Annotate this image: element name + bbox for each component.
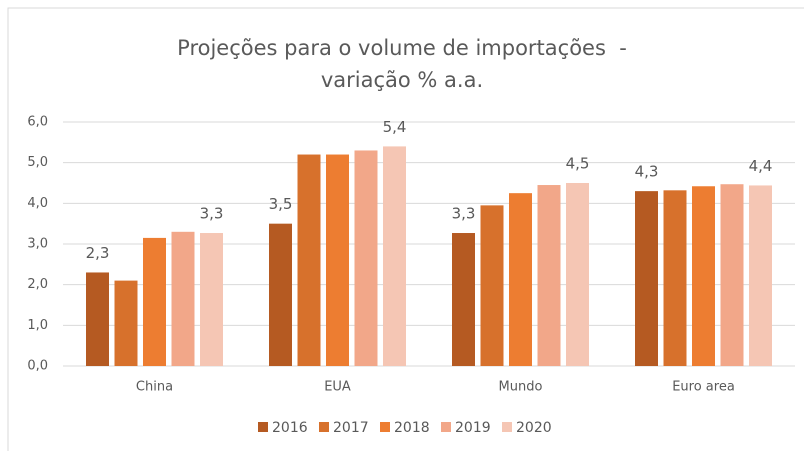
data-label: 4,5 [566,155,590,173]
legend-swatch [319,422,329,432]
legend-swatch [380,422,390,432]
chart-title: Projeções para o volume de importações -… [177,36,634,92]
bar [86,272,109,366]
data-label: 5,4 [383,118,407,136]
data-label: 4,4 [749,157,773,175]
data-label: 3,3 [452,205,476,223]
y-tick-label: 6,0 [27,115,48,130]
data-label: 3,5 [269,195,293,213]
legend-label: 2017 [333,420,369,436]
legend-label: 2019 [455,420,491,436]
y-tick-label: 4,0 [27,196,48,211]
bar [452,233,475,366]
bar [171,231,195,366]
chart-border [7,7,804,451]
bar [297,154,321,366]
x-tick-label: Mundo [499,380,543,395]
legend-label: 2018 [394,420,430,436]
data-label: 4,3 [635,163,659,181]
x-tick-label: China [136,380,173,395]
legend-label: 2020 [516,420,552,436]
bar [537,185,561,366]
y-tick-label: 5,0 [27,155,48,170]
legend-swatch [441,422,451,432]
x-tick-label: EUA [324,380,351,395]
bar [480,205,504,366]
data-label: 3,3 [200,205,224,223]
y-tick-label: 0,0 [27,359,48,374]
bar [200,233,223,366]
y-tick-label: 2,0 [27,277,48,292]
x-tick-label: Euro area [672,380,735,395]
bar [383,146,406,366]
bar [354,150,378,366]
y-tick-label: 3,0 [27,237,48,252]
y-tick-label: 1,0 [27,318,48,333]
legend-swatch [258,422,268,432]
legend-label: 2016 [272,420,308,436]
bar [566,183,589,366]
bar [114,280,138,366]
bar [635,191,658,366]
data-label: 2,3 [86,244,110,262]
bar [326,154,349,366]
bar [269,223,292,366]
bar [143,237,166,366]
bar [720,184,744,366]
bar [509,193,532,366]
bar [749,185,772,366]
bar [692,186,715,366]
bar [663,190,687,366]
legend-swatch [502,422,512,432]
